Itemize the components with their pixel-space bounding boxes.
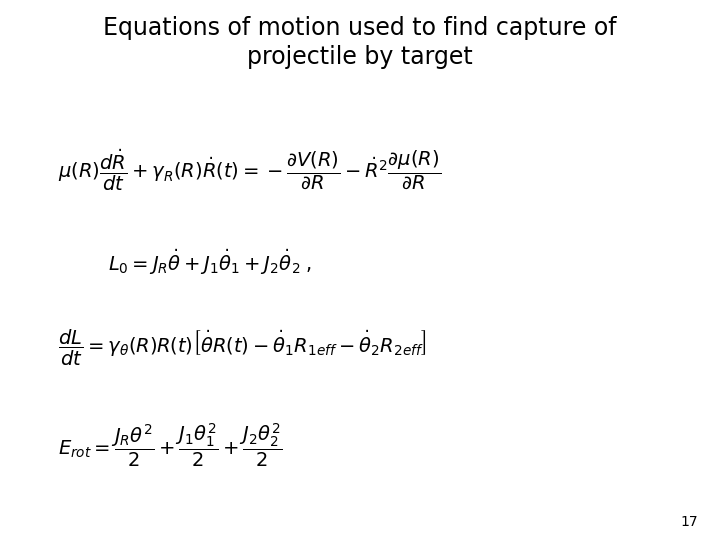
Text: $L_{0}=J_{R}\dot{\theta}+J_{1}\dot{\theta}_{1}+J_{2}\dot{\theta}_{2}\;,$: $L_{0}=J_{R}\dot{\theta}+J_{1}\dot{\thet… (108, 247, 312, 276)
Text: $E_{rot}=\dfrac{J_{R}\theta^{2}}{2}+\dfrac{J_{1}\theta_{1}^{2}}{2}+\dfrac{J_{2}\: $E_{rot}=\dfrac{J_{R}\theta^{2}}{2}+\dfr… (58, 422, 282, 469)
Text: 17: 17 (681, 515, 698, 529)
Text: $\mu(R)\dfrac{d\dot{R}}{dt}+\gamma_{R}(R)\dot{R}(t)=-\dfrac{\partial V(R)}{\part: $\mu(R)\dfrac{d\dot{R}}{dt}+\gamma_{R}(R… (58, 147, 441, 193)
Text: Equations of motion used to find capture of
projectile by target: Equations of motion used to find capture… (103, 16, 617, 69)
Text: $\dfrac{dL}{dt}=\gamma_{\theta}(R)R(t)\left[\dot{\theta}R(t)-\dot{\theta}_{1}R_{: $\dfrac{dL}{dt}=\gamma_{\theta}(R)R(t)\l… (58, 328, 426, 368)
